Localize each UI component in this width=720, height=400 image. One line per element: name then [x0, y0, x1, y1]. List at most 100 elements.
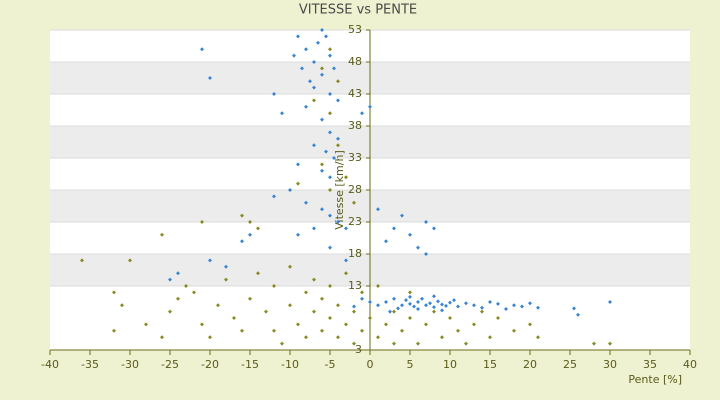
x-tick-label: -40 — [41, 358, 59, 371]
x-tick-label: 25 — [563, 358, 577, 371]
point — [444, 303, 448, 308]
point — [80, 258, 84, 263]
point — [272, 328, 276, 333]
point — [440, 335, 444, 340]
point — [400, 213, 404, 218]
point — [360, 290, 364, 295]
point — [320, 296, 324, 301]
point — [472, 303, 476, 308]
point — [288, 188, 292, 192]
point — [324, 34, 328, 39]
point — [112, 328, 116, 333]
x-tick-label: -5 — [325, 358, 336, 371]
x-tick-label: -10 — [281, 358, 299, 371]
point — [424, 220, 428, 224]
point — [368, 104, 372, 109]
point — [608, 341, 612, 346]
point — [296, 181, 300, 186]
point — [368, 300, 372, 304]
point — [512, 328, 516, 333]
point — [352, 200, 356, 205]
point — [496, 301, 500, 306]
point — [304, 290, 308, 295]
point — [396, 306, 400, 311]
point — [400, 303, 404, 308]
point — [208, 335, 212, 340]
point — [360, 111, 364, 116]
point — [200, 220, 204, 224]
point — [480, 305, 484, 310]
point — [528, 322, 532, 327]
y-tick-label: 43 — [348, 87, 362, 100]
point — [400, 328, 404, 333]
point — [240, 213, 244, 218]
point — [296, 232, 300, 237]
point — [312, 277, 316, 282]
point — [200, 47, 204, 52]
point — [168, 309, 172, 314]
point — [320, 28, 324, 32]
point — [352, 341, 356, 346]
point — [304, 335, 308, 340]
y-tick-label: 53 — [348, 23, 362, 36]
point — [344, 271, 348, 276]
point — [448, 316, 452, 320]
point — [392, 341, 396, 346]
point — [312, 60, 316, 64]
x-tick-label: -15 — [241, 358, 259, 371]
point — [208, 258, 212, 263]
point — [448, 300, 452, 305]
point — [272, 284, 276, 288]
point — [328, 47, 332, 52]
point — [440, 302, 444, 307]
point — [312, 85, 316, 90]
point — [488, 335, 492, 340]
point — [160, 335, 164, 340]
y-tick-label: 38 — [348, 119, 362, 132]
point — [304, 104, 308, 109]
point — [248, 296, 252, 301]
point — [392, 226, 396, 231]
point — [328, 92, 332, 96]
point — [504, 307, 508, 312]
point — [384, 322, 388, 327]
point — [416, 245, 420, 250]
x-tick-label: 40 — [683, 358, 697, 371]
point — [512, 303, 516, 308]
point — [336, 79, 340, 84]
point — [416, 341, 420, 346]
point — [572, 306, 576, 311]
point — [464, 301, 468, 306]
point — [576, 312, 580, 317]
point — [360, 328, 364, 333]
point — [312, 143, 316, 148]
point — [248, 220, 252, 224]
y-tick-label: 18 — [348, 247, 362, 260]
point — [160, 232, 164, 237]
x-tick-label: 30 — [603, 358, 617, 371]
point — [320, 328, 324, 333]
y-tick-label: 28 — [348, 183, 362, 196]
point — [296, 162, 300, 167]
point — [392, 309, 396, 314]
point — [432, 305, 436, 310]
chart-title: VITESSE vs PENTE — [299, 3, 417, 18]
point — [320, 117, 324, 122]
point — [300, 66, 304, 71]
point — [472, 322, 476, 327]
x-tick-label: 35 — [643, 358, 657, 371]
point — [308, 79, 312, 84]
point — [496, 316, 500, 320]
x-tick-label: 0 — [367, 358, 374, 371]
point — [352, 309, 356, 314]
point — [304, 47, 308, 52]
point — [360, 296, 364, 301]
point — [256, 226, 260, 231]
point — [488, 300, 492, 304]
point — [296, 34, 300, 39]
point — [344, 175, 348, 180]
point — [336, 143, 340, 148]
point — [392, 296, 396, 301]
point — [292, 53, 296, 58]
point — [416, 300, 420, 304]
